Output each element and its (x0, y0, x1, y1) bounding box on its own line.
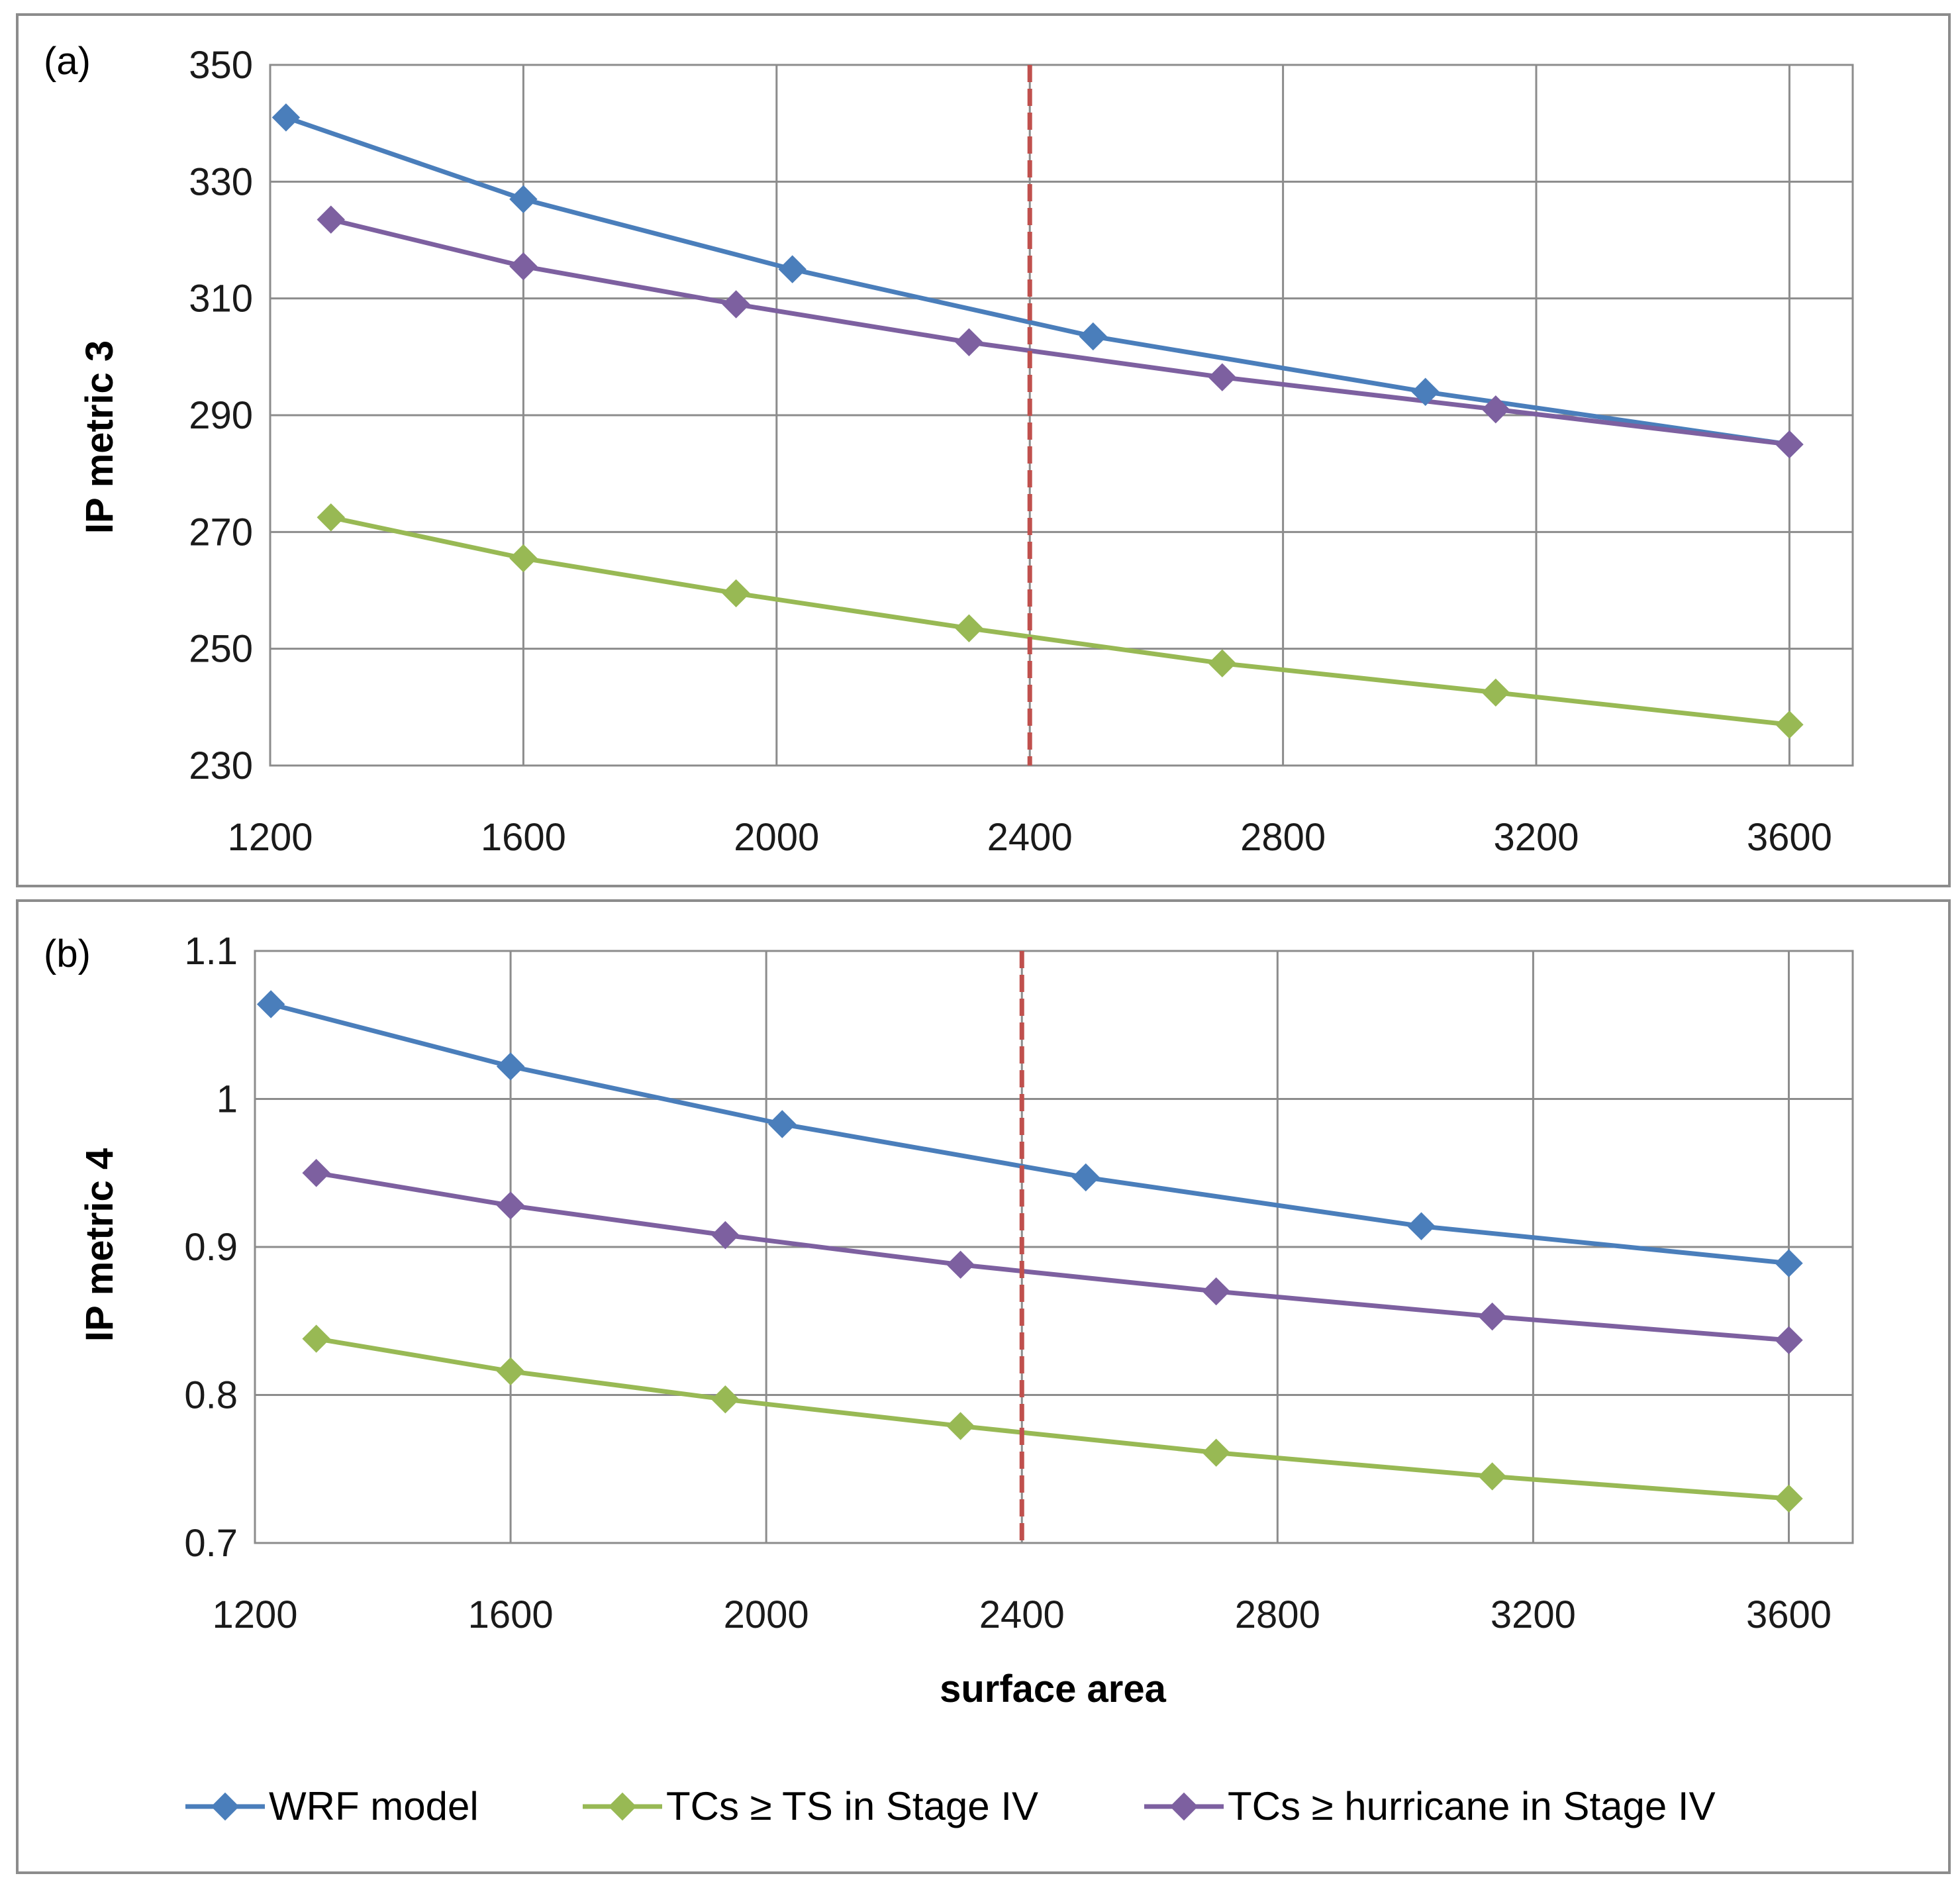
panel-a-point-tcs-hurricane-in-stage-iv (1208, 363, 1237, 391)
legend-entry-wrf-model: WRF model (185, 1784, 479, 1828)
panel-a-point-tcs-ts-in-stage-iv (722, 579, 750, 608)
panel-b-point-tcs-hurricane-in-stage-iv (302, 1159, 330, 1187)
panel-a-point-tcs-hurricane-in-stage-iv (317, 205, 345, 234)
legend-entry-tcs-ts: TCs ≥ TS in Stage IV (583, 1784, 1038, 1828)
panel-b-x-tick-label: 3600 (1746, 1593, 1832, 1636)
panel-a-label: (a) (44, 40, 91, 83)
panel-b-x-axis-label: surface area (940, 1667, 1167, 1711)
panel-a-point-tcs-ts-in-stage-iv (1208, 649, 1237, 677)
panel-a-series-line-wrf-model (285, 115, 1790, 447)
panel-a-point-tcs-hurricane-in-stage-iv (722, 290, 750, 319)
panel-b-y-tick-label: 1 (217, 1078, 238, 1121)
panel-a-x-tick-label: 3600 (1747, 816, 1832, 859)
panel-a-point-wrf-model (271, 103, 301, 132)
panel-a-point-wrf-model (778, 255, 807, 283)
panel-b-x-tick-label: 2000 (724, 1593, 809, 1636)
panel-a-point-tcs-hurricane-in-stage-iv (955, 328, 983, 357)
panel-b-point-wrf-model (1071, 1163, 1100, 1192)
panel-b-point-tcs-ts-in-stage-iv (1202, 1438, 1230, 1467)
panel-b-point-tcs-ts-in-stage-iv (302, 1324, 330, 1353)
panel-a-y-tick-label: 250 (189, 628, 253, 671)
legend-label-tcs-ts: TCs ≥ TS in Stage IV (666, 1784, 1038, 1828)
legend-entry-tcs-hurricane: TCs ≥ hurricane in Stage IV (1144, 1784, 1716, 1828)
panel-b-point-wrf-model (768, 1110, 797, 1138)
panel-a-y-tick-label: 230 (189, 744, 253, 787)
panel-a: (a) IP metric 3 1200 1600 2000 2400 2800 3200… (16, 13, 1951, 887)
panel-a-y-tick-label: 270 (189, 511, 253, 554)
panel-a-y-tick-label: 310 (189, 277, 253, 321)
panel-a-x-tick-label: 1200 (227, 816, 313, 859)
panel-b-point-wrf-model (496, 1052, 525, 1081)
panel-a-x-tick-label: 2000 (734, 816, 819, 859)
panel-b-y-tick-label: 0.7 (184, 1522, 238, 1565)
panel-b-point-tcs-hurricane-in-stage-iv (1775, 1326, 1803, 1355)
panel-a-y-axis-label: IP metric 3 (78, 340, 121, 534)
panel-b-point-wrf-model (1775, 1249, 1803, 1277)
panel-a-y-tick-label: 290 (189, 394, 253, 437)
panel-a-point-tcs-ts-in-stage-iv (1775, 711, 1804, 739)
panel-a-plot: 1200 1600 2000 2400 2800 3200 3600 230 250 270 290… (189, 44, 1854, 859)
panel-a-x-tick-label: 1600 (481, 816, 566, 859)
legend: WRF model TCs ≥ TS in Stage IV TCs ≥ hur… (185, 1784, 1716, 1828)
panel-b-x-tick-label: 1200 (212, 1593, 297, 1636)
panel-b-x-tick-label: 3200 (1491, 1593, 1576, 1636)
panel-a-point-tcs-ts-in-stage-iv (955, 614, 983, 643)
panel-b-point-tcs-ts-in-stage-iv (711, 1385, 740, 1414)
panel-b-y-axis-label: IP metric 4 (78, 1148, 121, 1342)
legend-marker-tcs-hurricane (1169, 1792, 1199, 1821)
panel-a-point-tcs-ts-in-stage-iv (1481, 678, 1510, 707)
panel-b-x-tick-label: 2800 (1235, 1593, 1320, 1636)
panel-b-point-tcs-hurricane-in-stage-iv (496, 1191, 525, 1220)
panel-b-point-tcs-ts-in-stage-iv (946, 1412, 975, 1440)
panel-b-x-tick-label: 2400 (979, 1593, 1065, 1636)
panel-b: (b) IP metric 4 surface area 1200 1600 200… (16, 899, 1951, 1874)
panel-b-point-wrf-model (256, 990, 285, 1018)
panel-b-y-tick-label: 0.9 (184, 1226, 238, 1269)
legend-label-wrf-model: WRF model (269, 1784, 479, 1828)
panel-b-series-line-wrf-model (270, 1002, 1789, 1266)
panel-b-point-tcs-hurricane-in-stage-iv (1478, 1302, 1506, 1331)
panel-a-x-tick-label: 2800 (1240, 816, 1326, 859)
panel-a-y-tick-label: 350 (189, 44, 253, 87)
panel-a-point-wrf-model (1079, 322, 1108, 351)
panel-b-point-wrf-model (1407, 1212, 1436, 1240)
panel-b-y-tick-label: 1.1 (184, 930, 238, 973)
panel-b-y-tick-label: 0.8 (184, 1374, 238, 1417)
panel-a-x-tick-label: 2400 (987, 816, 1073, 859)
panel-b-label: (b) (44, 932, 91, 975)
panel-a-x-tick-label: 3200 (1493, 816, 1579, 859)
panel-b-point-tcs-hurricane-in-stage-iv (711, 1220, 740, 1250)
panel-a-y-tick-label: 330 (189, 160, 253, 203)
panel-b-point-tcs-hurricane-in-stage-iv (1202, 1277, 1230, 1306)
panel-b-point-tcs-hurricane-in-stage-iv (946, 1250, 975, 1279)
legend-label-tcs-hurricane: TCs ≥ hurricane in Stage IV (1228, 1784, 1716, 1828)
panel-b-plot: 1200 1600 2000 2400 2800 3200 3600 0.7 0.8 0.9 1 1.… (184, 930, 1854, 1636)
panel-b-x-tick-label: 1600 (468, 1593, 554, 1636)
